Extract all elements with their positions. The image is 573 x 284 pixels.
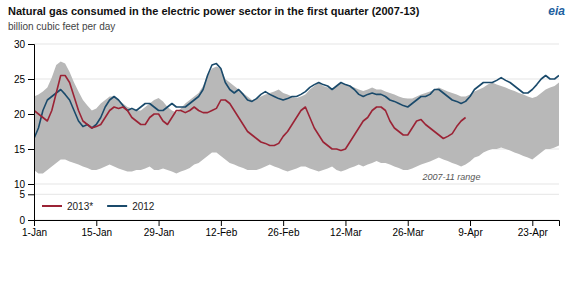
subtitle: billion cubic feet per day — [8, 21, 115, 32]
title: Natural gas consumed in the electric pow… — [8, 5, 420, 17]
tick-label: 20 — [14, 109, 26, 120]
grid-line — [34, 194, 559, 195]
tick: 12-Feb — [206, 220, 238, 238]
axis-domain — [28, 45, 35, 185]
tick-label: 1-Jan — [22, 227, 47, 238]
tick-mark — [34, 220, 35, 226]
axis-domain — [35, 221, 560, 227]
tick: 26-Mar — [392, 220, 424, 238]
tick-mark — [28, 79, 34, 80]
tick: 20 — [14, 109, 34, 120]
tick-mark — [221, 220, 222, 226]
tick-label: 12-Mar — [330, 227, 362, 238]
tick-label: 23-Apr — [518, 227, 549, 238]
series-line — [34, 64, 559, 139]
y-axis: 05 — [19, 185, 34, 226]
tick-label: 15 — [14, 144, 26, 155]
tick: 12-Mar — [330, 220, 362, 238]
tick-label: 26-Mar — [392, 227, 424, 238]
legend-item: 2013* — [42, 201, 93, 212]
tick-label: 9-Apr — [458, 227, 483, 238]
legend: 2013* 2012 — [42, 201, 155, 212]
grid — [34, 194, 559, 220]
legend-swatch — [107, 205, 127, 207]
tick: 9-Apr — [458, 220, 483, 238]
tick: 23-Apr — [518, 220, 549, 238]
grid-line — [34, 184, 559, 185]
tick-label: 26-Feb — [268, 227, 300, 238]
tick-label: 0 — [19, 215, 25, 226]
x-axis: 1-Jan 15-Jan 29-Jan 12-Feb 26-Feb 12-Mar 26-Ma… — [22, 220, 560, 238]
chart: Natural gas consumed in the electric pow… — [0, 0, 573, 284]
tick-mark — [28, 114, 34, 115]
tick: 15 — [14, 144, 34, 155]
grid-line — [34, 44, 559, 45]
legend-label: 2013* — [67, 201, 93, 212]
tick-label: 25 — [14, 74, 26, 85]
tick: 15-Jan — [81, 220, 112, 238]
tick: 26-Feb — [268, 220, 300, 238]
tick: 5 — [19, 189, 34, 200]
range-label: 2007-11 range — [422, 172, 481, 182]
tick: 25 — [14, 74, 34, 85]
tick-label: 5 — [19, 189, 25, 200]
tick-label: 12-Feb — [206, 227, 238, 238]
tick-mark — [408, 220, 409, 226]
tick-mark — [283, 220, 284, 226]
tick-label: 29-Jan — [144, 227, 175, 238]
legend-label: 2012 — [132, 201, 155, 212]
tick-mark — [28, 220, 34, 221]
tick-label: 30 — [14, 39, 26, 50]
tick: 0 — [19, 215, 34, 226]
series-line — [34, 76, 466, 151]
tick: 30 — [14, 39, 34, 50]
annotation: eia — [548, 4, 565, 18]
tick-mark — [532, 220, 533, 226]
range-area — [34, 62, 559, 174]
tick-mark — [159, 220, 160, 226]
axis-domain — [28, 185, 35, 221]
grid-line — [34, 79, 559, 80]
tick-mark — [345, 220, 346, 226]
legend-item: 2012 — [107, 201, 155, 212]
tick-mark — [28, 194, 34, 195]
tick-mark — [28, 44, 34, 45]
legend-swatch — [42, 205, 62, 207]
tick-label: 15-Jan — [81, 227, 112, 238]
y-axis: 1015202530 — [14, 39, 35, 190]
grid — [34, 44, 559, 184]
tick-mark — [470, 220, 471, 226]
tick: 29-Jan — [144, 220, 175, 238]
tick-mark — [96, 220, 97, 226]
tick-mark — [28, 149, 34, 150]
plot-area — [34, 62, 559, 174]
tick: 1-Jan — [22, 220, 47, 238]
